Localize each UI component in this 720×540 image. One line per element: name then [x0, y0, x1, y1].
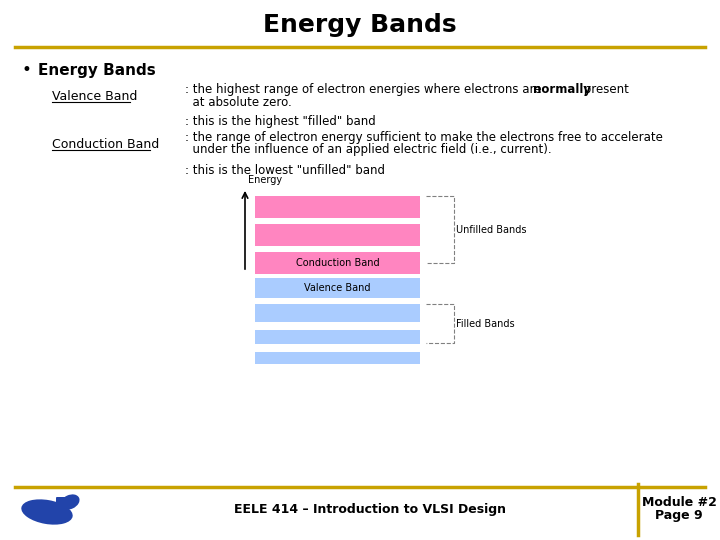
Ellipse shape	[60, 495, 79, 510]
Bar	[255, 196, 420, 218]
Text: EELE 414 – Introduction to VLSI Design: EELE 414 – Introduction to VLSI Design	[234, 503, 506, 516]
Text: Energy: Energy	[248, 175, 282, 185]
Text: : this is the highest "filled" band: : this is the highest "filled" band	[185, 116, 376, 129]
Text: at absolute zero.: at absolute zero.	[185, 96, 292, 109]
Text: : this is the lowest "unfilled" band: : this is the lowest "unfilled" band	[185, 164, 385, 177]
Text: Energy Bands: Energy Bands	[38, 63, 156, 78]
Text: : the range of electron energy sufficient to make the electrons free to accelera: : the range of electron energy sufficien…	[185, 132, 663, 145]
Bar	[255, 252, 420, 274]
Bar	[255, 330, 420, 344]
Text: normally: normally	[533, 84, 591, 97]
Text: Module #2: Module #2	[642, 496, 716, 509]
Text: under the influence of an applied electric field (i.e., current).: under the influence of an applied electr…	[185, 144, 552, 157]
Text: Valence Band: Valence Band	[52, 90, 138, 103]
Ellipse shape	[22, 500, 73, 525]
Text: •: •	[22, 61, 32, 79]
Text: Energy Bands: Energy Bands	[264, 13, 456, 37]
Bar	[255, 304, 420, 322]
Text: Unfilled Bands: Unfilled Bands	[456, 225, 526, 235]
Text: Conduction Band: Conduction Band	[296, 258, 379, 268]
Text: present: present	[580, 84, 629, 97]
Text: Filled Bands: Filled Bands	[456, 319, 515, 329]
Bar	[255, 352, 420, 364]
Text: Conduction Band: Conduction Band	[52, 138, 159, 151]
FancyBboxPatch shape	[56, 497, 69, 512]
Bar	[255, 278, 420, 298]
Bar	[255, 224, 420, 246]
Text: Page 9: Page 9	[655, 510, 703, 523]
Text: Valence Band: Valence Band	[305, 283, 371, 293]
Text: : the highest range of electron energies where electrons are: : the highest range of electron energies…	[185, 84, 545, 97]
